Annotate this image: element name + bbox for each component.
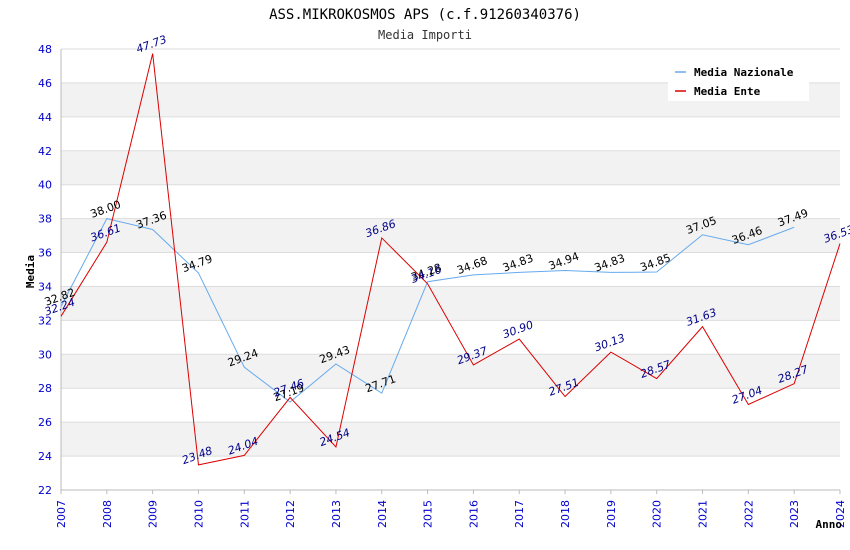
x-tick-label: 2022 bbox=[742, 500, 755, 528]
grid-band bbox=[61, 320, 840, 355]
x-tick-label: 2008 bbox=[101, 500, 114, 528]
x-tick-label: 2017 bbox=[513, 500, 526, 528]
y-tick-label: 26 bbox=[38, 416, 52, 429]
y-tick-label: 28 bbox=[38, 382, 52, 395]
legend-label: Media Nazionale bbox=[694, 66, 794, 79]
legend-label: Media Ente bbox=[694, 85, 761, 98]
y-tick-label: 42 bbox=[38, 145, 52, 158]
x-axis-label: Anno bbox=[816, 518, 843, 531]
y-axis-ticks: 22 24 26 28 30 32 34 36 38 40 42 44 46 48 bbox=[38, 43, 52, 497]
axes bbox=[60, 49, 840, 491]
x-tick-label: 2013 bbox=[330, 500, 343, 528]
chart-subtitle: Media Importi bbox=[378, 28, 472, 42]
series-lines bbox=[60, 53, 841, 466]
x-tick-label: 2020 bbox=[651, 500, 664, 528]
x-tick-label: 2016 bbox=[467, 500, 480, 528]
grid-band bbox=[61, 286, 840, 321]
x-tick-label: 2019 bbox=[605, 500, 618, 528]
y-tick-label: 22 bbox=[38, 484, 52, 497]
y-tick-label: 40 bbox=[38, 179, 52, 192]
y-axis-label: Media bbox=[24, 255, 37, 288]
chart-title: ASS.MIKROKOSMOS APS (c.f.91260340376) bbox=[269, 7, 581, 23]
x-tick-label: 2012 bbox=[284, 500, 297, 528]
y-tick-label: 34 bbox=[38, 280, 52, 293]
x-tick-label: 2021 bbox=[697, 500, 710, 528]
x-tick-label: 2023 bbox=[788, 500, 801, 528]
x-tick-label: 2024 bbox=[834, 500, 847, 528]
grid-band bbox=[61, 456, 840, 490]
grid-band bbox=[61, 116, 840, 151]
grid-band bbox=[61, 150, 840, 185]
x-axis-ticks: 2007 2008 2009 2010 2011 2012 2013 2014 2015 2016… bbox=[55, 490, 847, 528]
x-tick-label: 2015 bbox=[422, 500, 435, 528]
y-tick-label: 32 bbox=[38, 314, 52, 327]
y-tick-label: 46 bbox=[38, 77, 52, 90]
x-tick-label: 2010 bbox=[192, 500, 205, 528]
y-tick-label: 36 bbox=[38, 247, 52, 260]
series-line-nazionale bbox=[60, 218, 795, 403]
grid-band bbox=[61, 422, 840, 457]
x-tick-label: 2007 bbox=[55, 500, 68, 528]
x-tick-label: 2009 bbox=[147, 500, 160, 528]
grid-band bbox=[61, 184, 840, 219]
y-tick-label: 38 bbox=[38, 213, 52, 226]
y-tick-label: 24 bbox=[38, 450, 52, 463]
grid-band bbox=[61, 218, 840, 253]
legend-box bbox=[668, 60, 809, 101]
x-tick-label: 2018 bbox=[559, 500, 572, 528]
x-tick-label: 2014 bbox=[376, 500, 389, 528]
legend: Media Nazionale Media Ente bbox=[668, 60, 809, 101]
grid-band bbox=[61, 388, 840, 423]
y-tick-label: 44 bbox=[38, 111, 52, 124]
plot-background bbox=[61, 49, 840, 490]
grid-band bbox=[61, 354, 840, 389]
x-tick-label: 2011 bbox=[238, 500, 251, 528]
grid-band bbox=[61, 252, 840, 287]
series-line-ente bbox=[60, 53, 841, 466]
y-tick-label: 30 bbox=[38, 348, 52, 361]
y-tick-label: 48 bbox=[38, 43, 52, 56]
